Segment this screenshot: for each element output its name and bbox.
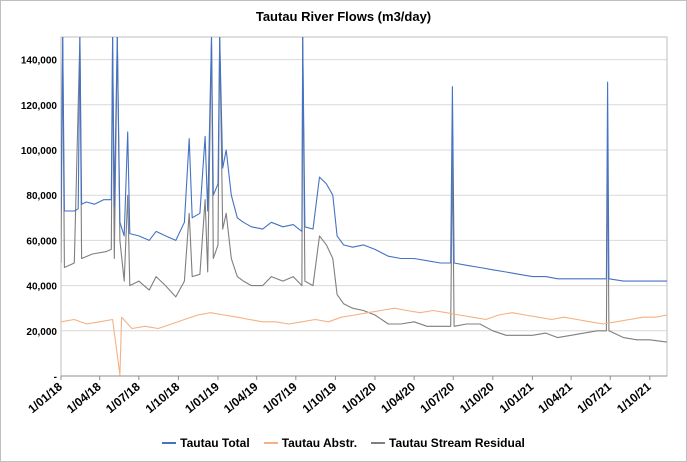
x-tick-label: 1/01/19 [182,379,222,416]
x-tick-label: 1/07/21 [574,379,614,416]
x-tick-label: 1/04/19 [221,379,261,416]
y-tick-label: 100,000 [21,146,58,157]
y-tick-label: 60,000 [26,236,57,247]
y-tick-label: 140,000 [21,56,58,67]
x-tick-label: 1/10/20 [457,379,497,416]
y-tick-label: 120,000 [21,101,58,112]
x-tick-label: 1/07/18 [103,379,143,416]
x-tick-label: 1/10/19 [300,379,340,416]
x-tick-label: 1/01/20 [339,379,379,416]
legend-label: Tautau Stream Residual [389,436,525,450]
chart-title: Tautau River Flows (m3/day) [255,9,432,24]
x-tick-label: 1/01/18 [25,379,65,416]
x-tick-label: 1/01/21 [497,379,537,416]
legend-item: Tautau Stream Residual [371,436,525,450]
x-tick-label: 1/10/18 [143,379,183,416]
legend-swatch [263,442,278,444]
legend-label: Tautau Abstr. [281,436,358,450]
legend-item: Tautau Abstr. [263,436,358,450]
y-tick-label: - [54,372,57,383]
y-tick-label: 20,000 [26,327,57,338]
legend-item: Tautau Total [162,436,250,450]
plot-border [60,36,668,377]
y-tick-label: 80,000 [26,191,57,202]
x-tick-label: 1/07/19 [260,379,300,416]
y-tick-label: 40,000 [26,282,57,293]
x-tick-label: 1/04/20 [378,379,418,416]
series-line-tautau-abstr [61,307,667,376]
legend: Tautau Total Tautau Abstr. Tautau Stream R… [1,436,686,450]
x-tick-label: 1/04/21 [535,379,575,416]
legend-swatch [162,442,177,444]
x-tick-label: 1/07/20 [417,379,457,416]
x-tick-label: 1/10/21 [614,379,654,416]
series-line-tautau-total [61,37,667,282]
legend-swatch [371,442,386,444]
legend-label: Tautau Total [180,436,250,450]
series-line-tautau-stream-residual [61,37,667,343]
x-tick-label: 1/04/18 [64,379,104,416]
